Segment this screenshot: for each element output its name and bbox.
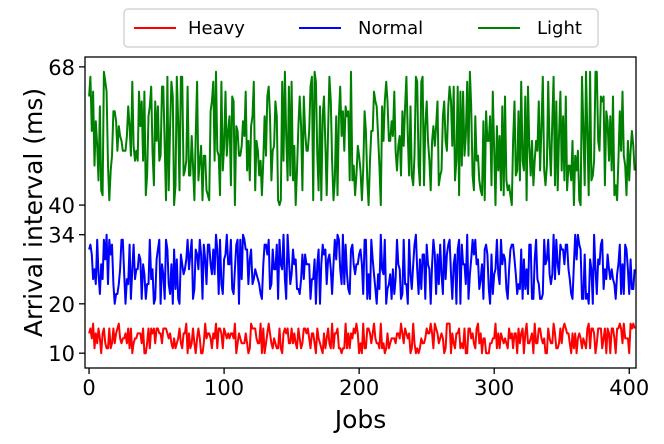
y-tick-label: 40 — [48, 194, 75, 218]
y-tick-label: 20 — [48, 293, 75, 317]
x-tick-label: 400 — [609, 376, 649, 400]
x-axis: 0 100 200 300 400 — [82, 368, 649, 400]
x-tick-label: 200 — [339, 376, 379, 400]
legend: Heavy Normal Light — [123, 8, 599, 48]
y-axis-label: Arrival interval (ms) — [19, 88, 48, 337]
series-layer — [88, 70, 636, 355]
series-line-normal — [88, 233, 636, 305]
legend-label-heavy: Heavy — [188, 18, 245, 39]
legend-frame — [123, 8, 599, 48]
x-tick-label: 0 — [82, 376, 95, 400]
legend-label-normal: Normal — [358, 18, 423, 39]
series-line-heavy — [88, 322, 636, 355]
y-tick-label: 68 — [48, 56, 75, 80]
legend-label-light: Light — [537, 18, 582, 39]
y-tick-label: 34 — [48, 224, 75, 248]
y-tick-label: 10 — [48, 342, 75, 366]
x-tick-label: 300 — [474, 376, 514, 400]
series-line-light — [88, 70, 636, 207]
y-axis: 10 20 34 40 68 — [48, 56, 85, 366]
x-tick-label: 100 — [204, 376, 244, 400]
x-axis-label: Jobs — [333, 405, 387, 434]
plot-area-frame — [84, 56, 637, 369]
